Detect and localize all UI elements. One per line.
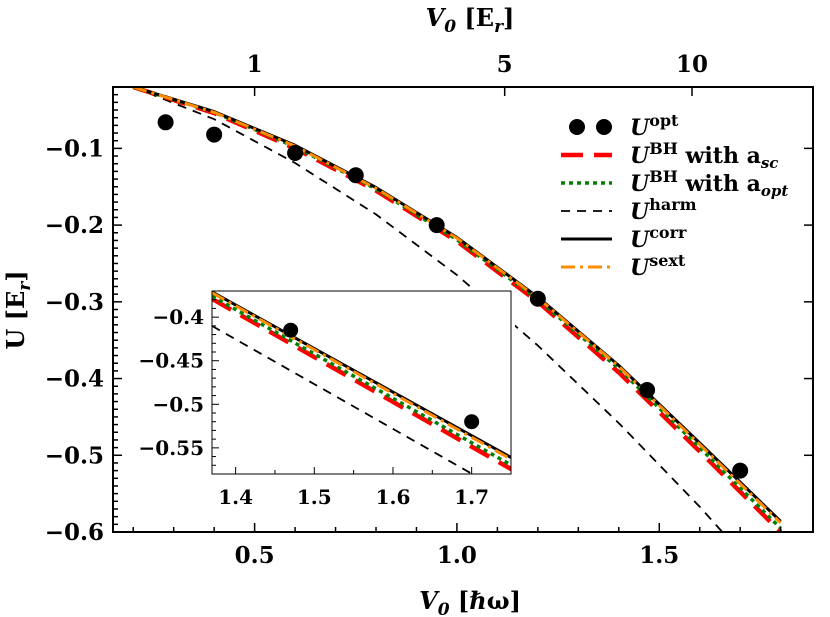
- series-line-sext: [132, 87, 782, 524]
- legend-item-bh_opt: UBH with aopt: [561, 167, 788, 200]
- x-tick-label: 0.5: [235, 542, 275, 569]
- opt-point: [428, 217, 445, 234]
- opt-point: [529, 290, 546, 307]
- legend-label-opt: Uopt: [630, 111, 679, 141]
- opt-point: [639, 382, 656, 399]
- opt-point: [732, 462, 749, 479]
- y-tick-label: −0.6: [45, 519, 104, 546]
- opt-point: [347, 167, 364, 184]
- opt-point: [157, 114, 174, 131]
- inset-x-tick-label: 1.7: [454, 485, 489, 509]
- main-plot-area: 0.5 1.0 1.5 −0.1 −0.2 −0.3 −0.4 −0.5 −0.6 1 5 10: [45, 51, 814, 569]
- legend-label-harm: Uharm: [630, 195, 697, 225]
- inset-line-harm: [212, 325, 475, 474]
- left-axis-title: U [Er]: [1, 270, 35, 349]
- legend-marker-opt: [569, 119, 585, 135]
- inset-background: [142, 289, 515, 516]
- top-tick-label: 5: [497, 51, 513, 78]
- inset-frame: [211, 290, 512, 475]
- legend-marker-opt: [596, 119, 612, 135]
- inset-opt-point: [283, 322, 299, 338]
- top-tick-label: 10: [676, 51, 708, 78]
- bottom-axis-title: V0 [ℏω]: [419, 586, 521, 617]
- inset-line-sext: [212, 291, 511, 461]
- y-tick-label: −0.3: [45, 289, 104, 316]
- inset-series: [212, 291, 511, 474]
- legend-label-corr: Ucorr: [630, 223, 687, 253]
- top-tick-label: 1: [247, 51, 263, 78]
- legend-item-sext: Usext: [561, 251, 686, 281]
- series-line-harm: [132, 87, 724, 532]
- legend-item-harm: Uharm: [561, 195, 697, 225]
- legend-item-corr: Ucorr: [561, 223, 687, 253]
- inset-plot-area: 1.4 1.5 1.6 1.7 −0.4 −0.45 −0.5 −0.55: [139, 289, 515, 516]
- y-tick-label: −0.2: [45, 212, 104, 239]
- x-tick-label: 1.0: [437, 542, 477, 569]
- legend-label-sext: Usext: [630, 251, 686, 281]
- main-series: [132, 87, 783, 532]
- opt-point: [287, 144, 304, 161]
- inset-x-tick-label: 1.5: [297, 485, 332, 509]
- inset-y-tick-label: −0.4: [152, 305, 204, 329]
- opt-point: [206, 126, 223, 143]
- inset-x-tick-label: 1.4: [218, 485, 253, 509]
- inset-opt-point: [464, 414, 480, 430]
- top-axis-title: V0 [Er]: [426, 3, 515, 37]
- legend-item-opt: Uopt: [569, 111, 679, 141]
- legend-label-bh_sc: UBH with asc: [630, 139, 778, 172]
- x-tick-label: 1.5: [639, 542, 679, 569]
- legend-label-bh_opt: UBH with aopt: [630, 167, 788, 200]
- y-tick-label: −0.5: [45, 442, 104, 469]
- inset-line-bh_opt: [212, 294, 511, 467]
- inset-y-tick-label: −0.5: [152, 392, 204, 416]
- legend-item-bh_sc: UBH with asc: [561, 139, 778, 172]
- inset-y-tick-label: −0.55: [139, 436, 204, 460]
- inset-x-tick-label: 1.6: [376, 485, 411, 509]
- y-tick-label: −0.4: [45, 366, 104, 393]
- inset-y-tick-label: −0.45: [139, 349, 204, 373]
- y-tick-label: −0.1: [45, 135, 104, 162]
